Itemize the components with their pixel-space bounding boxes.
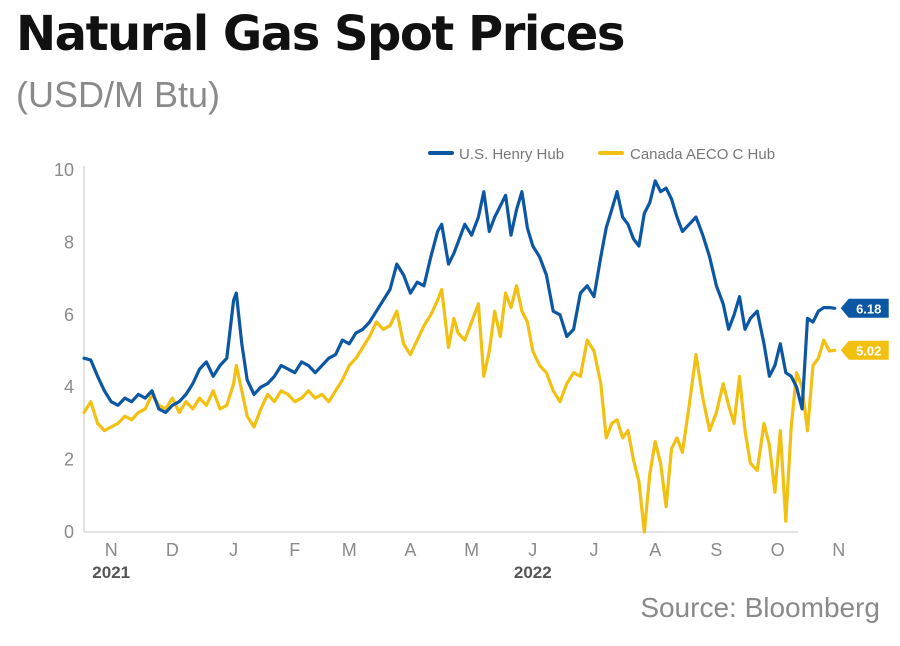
x-axis: N D J F M A M J J A S O N 2021 2022 [84, 531, 845, 582]
y-axis: 0 2 4 6 8 10 [54, 160, 85, 542]
source-note: Source: Bloomberg [640, 592, 880, 623]
y-tick-label: 10 [54, 160, 74, 180]
x-tick-label: M [464, 540, 479, 560]
x-tick-label: J [229, 540, 238, 560]
x-tick-label: O [771, 540, 785, 560]
end-value-label: 5.02 [856, 343, 881, 358]
series-line-aeco-c-hub [82, 284, 837, 534]
x-tick-label: N [105, 540, 118, 560]
y-tick-label: 4 [64, 377, 74, 397]
y-tick-label: 0 [64, 522, 74, 542]
x-tick-label: D [166, 540, 179, 560]
series-line-henry-hub [82, 179, 837, 415]
x-tick-label: A [404, 540, 416, 560]
end-labels: 6.18 5.02 [840, 298, 889, 360]
line-chart: 0 2 4 6 8 10 N D J F M A M J J A S O N 2021 2022 U.S. Henry… [54, 146, 889, 582]
chart-title: Natural Gas Spot Prices [16, 6, 625, 62]
legend-label: Canada AECO C Hub [630, 146, 775, 163]
x-year-label: 2021 [92, 563, 130, 582]
x-tick-label: S [710, 540, 722, 560]
x-tick-label: N [832, 540, 845, 560]
series-layer [82, 179, 837, 534]
x-tick-label: F [289, 540, 300, 560]
x-tick-label: M [342, 540, 357, 560]
end-value-flag [840, 298, 889, 318]
chart-subtitle: (USD/M Btu) [16, 74, 221, 115]
end-value-label: 6.18 [856, 301, 881, 316]
end-value-flag [840, 340, 889, 360]
y-tick-label: 6 [64, 305, 74, 325]
legend: U.S. Henry Hub Canada AECO C Hub [428, 146, 775, 163]
x-tick-label: J [590, 540, 599, 560]
x-tick-label: A [649, 540, 661, 560]
y-tick-label: 8 [64, 232, 74, 252]
x-tick-label: J [528, 540, 537, 560]
legend-label: U.S. Henry Hub [459, 146, 564, 163]
y-tick-label: 2 [64, 450, 74, 470]
x-year-label: 2022 [514, 563, 552, 582]
